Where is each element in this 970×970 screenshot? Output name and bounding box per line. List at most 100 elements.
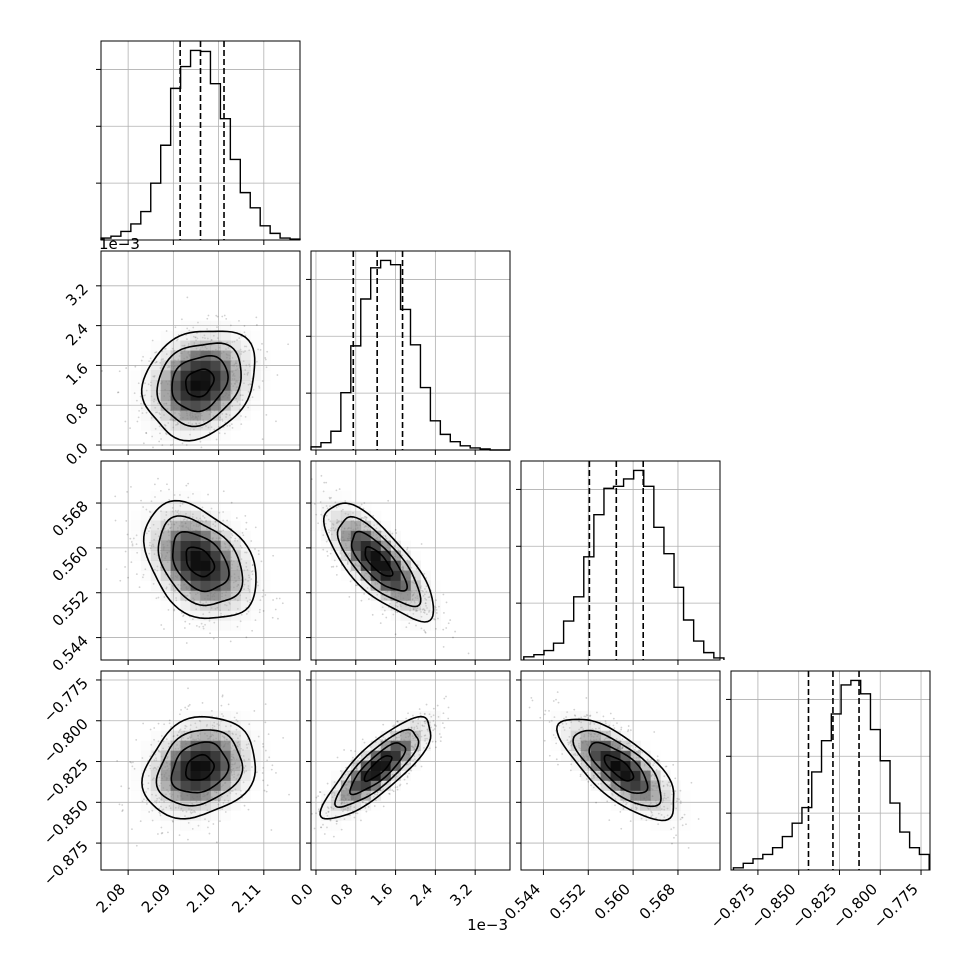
scatter-point [396,611,399,614]
scatter-point [231,789,234,792]
scatter-point [152,446,154,449]
scatter-point [322,490,325,493]
scatter-point [447,717,450,720]
scatter-point [414,610,417,612]
scatter-point [155,361,158,363]
scatter-point [168,583,171,586]
scatter-point [391,789,394,791]
scatter-point [264,749,267,752]
scatter-point [285,446,287,448]
scatter-point [246,372,249,375]
density-cell [140,360,152,371]
scatter-point [262,743,264,745]
scatter-point [348,596,351,598]
density-cell [380,540,391,551]
scatter-point [120,785,123,788]
density-cell [170,440,181,450]
scatter-point [320,826,322,829]
density-cell [200,370,211,381]
scatter-point [208,832,211,835]
scatter-point [144,394,146,397]
panel-frame [100,40,301,241]
density-cell [140,530,152,541]
scatter-point [159,751,161,753]
scatter-point [151,435,154,438]
scatter-point [266,784,269,787]
density-cell [250,780,261,791]
density-cell [170,570,181,581]
scatter-point [329,505,331,508]
scatter-point [255,316,258,319]
scatter-point [275,597,278,600]
scatter-point [125,520,128,522]
scatter-point [150,395,153,398]
scatter-point [153,738,155,741]
density-cell [210,770,221,781]
scatter-point [410,601,413,603]
scatter-point [437,715,440,718]
density-cell [360,500,372,512]
scatter-point [348,814,351,817]
density-cell [170,750,181,761]
density-cell [420,570,431,581]
density-cell [250,400,261,411]
scatter-point [129,537,132,540]
joint-content [101,251,300,450]
scatter-point [213,721,216,724]
scatter-point [214,521,217,523]
scatter-point [247,383,250,386]
scatter-point [421,589,423,592]
contour-level-1 [171,355,229,413]
scatter-point [255,324,258,326]
density-cell [240,600,251,611]
contour-level-2 [155,729,244,807]
density-cell [410,580,421,591]
scatter-point [282,736,285,739]
density-cell [230,570,241,581]
scatter-point [181,502,184,505]
density-cell [130,770,142,781]
scatter-point [362,801,365,804]
contour-level-2 [156,342,242,428]
density-cell [170,800,181,811]
scatter-point [160,624,163,626]
scatter-point [424,602,427,605]
scatter-point [251,396,254,399]
scatter-point [327,528,330,531]
density-cell [311,810,322,821]
density-cell [190,780,201,791]
contour-level-0 [185,753,216,781]
density-cell [200,320,211,331]
scatter-point [190,812,193,815]
scatter-point [155,794,157,797]
scatter-point [236,400,239,403]
density-cell [160,770,172,781]
scatter-point [194,336,197,339]
scatter-point [262,745,265,748]
scatter-point [379,622,382,625]
scatter-point [165,330,168,332]
scatter-point [240,350,243,353]
density-cell [320,820,332,831]
scatter-point [336,820,339,823]
density-cell [180,370,191,381]
scatter-point [415,609,418,612]
scatter-point [187,482,190,485]
scatter-point [328,496,331,499]
scatter-point [391,773,394,776]
scatter-point [211,727,214,729]
scatter-point [182,344,185,347]
density-cell [320,500,332,512]
scatter-point [401,760,404,763]
density-cell [190,770,201,781]
density-cell [190,360,201,371]
joint-panel-2-1 [285,446,511,665]
density-cell [140,500,152,512]
scatter-point [154,427,157,430]
density-cell [210,320,221,331]
scatter-point [187,422,190,424]
density-cell [150,490,162,502]
scatter-point [210,507,213,510]
scatter-point [407,712,409,715]
scatter-point [381,739,384,741]
